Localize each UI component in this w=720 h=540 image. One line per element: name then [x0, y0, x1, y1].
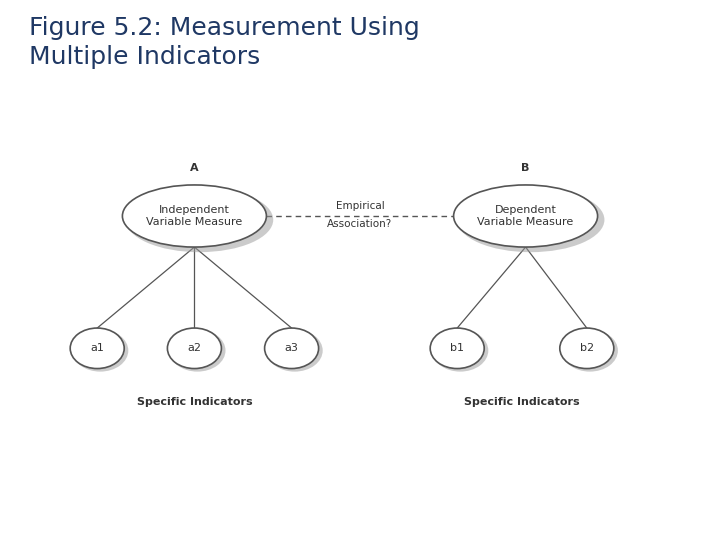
- Text: B: B: [521, 163, 530, 173]
- Ellipse shape: [432, 329, 488, 372]
- Ellipse shape: [71, 328, 125, 368]
- Text: Specific Indicators: Specific Indicators: [137, 397, 252, 407]
- Text: Figure 5.2: Measurement Using
Multiple Indicators: Figure 5.2: Measurement Using Multiple I…: [29, 16, 420, 69]
- Text: Dependent
Variable Measure: Dependent Variable Measure: [477, 205, 574, 227]
- Text: b1: b1: [450, 343, 464, 353]
- Ellipse shape: [72, 329, 128, 372]
- Text: Empirical: Empirical: [336, 200, 384, 211]
- Text: b2: b2: [580, 343, 594, 353]
- Text: a3: a3: [284, 343, 299, 353]
- Text: Association?: Association?: [328, 219, 392, 229]
- Ellipse shape: [266, 329, 323, 372]
- Ellipse shape: [122, 185, 266, 247]
- Ellipse shape: [169, 329, 225, 372]
- Text: a2: a2: [187, 343, 202, 353]
- Text: Specific Indicators: Specific Indicators: [464, 397, 580, 407]
- Text: A: A: [190, 163, 199, 173]
- Text: a1: a1: [90, 343, 104, 353]
- Ellipse shape: [431, 328, 484, 368]
- Ellipse shape: [265, 328, 319, 368]
- Ellipse shape: [454, 185, 598, 247]
- Text: Independent
Variable Measure: Independent Variable Measure: [146, 205, 243, 227]
- Ellipse shape: [456, 187, 605, 252]
- Ellipse shape: [167, 328, 222, 368]
- Ellipse shape: [560, 328, 613, 368]
- Ellipse shape: [562, 329, 618, 372]
- Ellipse shape: [126, 187, 274, 252]
